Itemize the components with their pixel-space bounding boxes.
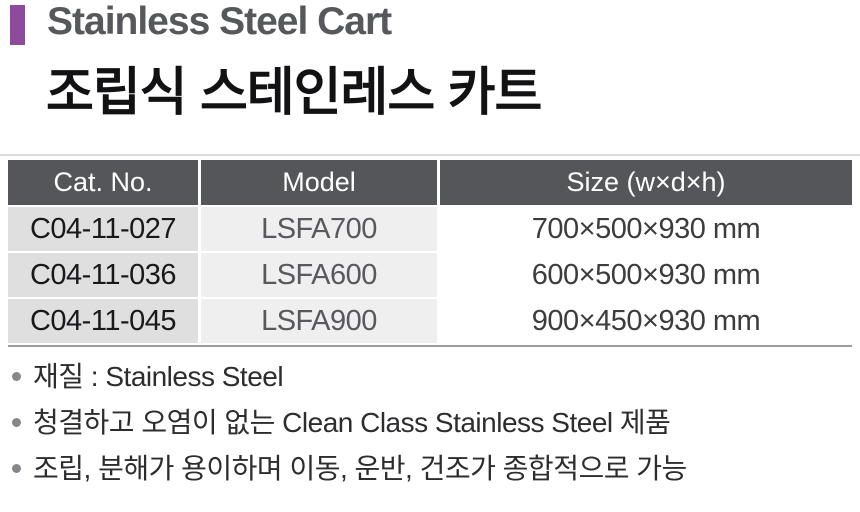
table-cell-cat-no: C04-11-036 (8, 253, 198, 297)
bullet-dot-icon (12, 371, 21, 381)
feature-item: 조립, 분해가 용이하며 이동, 운반, 건조가 종합적으로 가능 (12, 444, 852, 490)
column-header-size: Size (w×d×h) (440, 160, 852, 205)
column-header-model: Model (201, 160, 437, 205)
feature-text: 조립, 분해가 용이하며 이동, 운반, 건조가 종합적으로 가능 (33, 453, 687, 484)
table-cell-model: LSFA600 (201, 253, 437, 297)
spec-table: Cat. No. Model Size (w×d×h) C04-11-027 L… (8, 160, 852, 343)
table-cell-cat-no: C04-11-027 (8, 207, 198, 251)
table-cell-model: LSFA900 (201, 299, 437, 343)
accent-bar-icon (10, 5, 25, 45)
product-subtitle-english: Stainless Steel Cart (47, 0, 392, 43)
bullet-dot-icon (12, 417, 21, 427)
feature-item: 재질 : Stainless Steel (12, 352, 852, 398)
feature-text: 청결하고 오염이 없는 Clean Class Stainless Steel … (33, 407, 671, 438)
feature-item: 청결하고 오염이 없는 Clean Class Stainless Steel … (12, 398, 852, 444)
table-cell-size: 900×450×930 mm (440, 299, 852, 343)
table-cell-model: LSFA700 (201, 207, 437, 251)
table-cell-size: 600×500×930 mm (440, 253, 852, 297)
feature-list: 재질 : Stainless Steel 청결하고 오염이 없는 Clean C… (12, 352, 852, 490)
table-cell-cat-no: C04-11-045 (8, 299, 198, 343)
table-bottom-border (8, 345, 852, 347)
column-header-cat-no: Cat. No. (8, 160, 198, 205)
bullet-dot-icon (12, 463, 21, 473)
table-cell-size: 700×500×930 mm (440, 207, 852, 251)
product-title-korean: 조립식 스테인레스 카트 (46, 64, 542, 122)
divider-line (0, 154, 860, 156)
feature-text: 재질 : Stainless Steel (33, 361, 284, 392)
